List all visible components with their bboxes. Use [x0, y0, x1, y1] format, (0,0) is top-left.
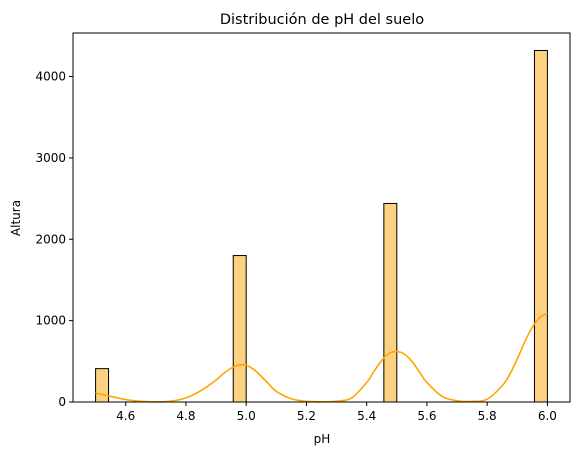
- axes-frame: [72, 32, 571, 403]
- chart-title: Distribución de pH del suelo: [220, 12, 424, 28]
- y-axis-ticks: 0 1000 2000 3000 4000: [35, 70, 73, 409]
- x-tick-label: 5.0: [237, 409, 256, 423]
- x-axis-title: pH: [314, 432, 331, 446]
- histogram-bar-3: [383, 202, 398, 403]
- plot-area: [72, 32, 571, 403]
- kde-curve: [95, 312, 548, 403]
- histogram-bar-2: [232, 255, 247, 403]
- x-tick-label: 5.2: [297, 409, 316, 423]
- y-tick-label: 3000: [35, 151, 66, 165]
- x-axis-ticks: 4.6 4.8 5.0 5.2 5.4 5.6 5.8 6.0: [116, 402, 557, 423]
- histogram-bar-1: [95, 368, 110, 403]
- x-tick-label: 6.0: [538, 409, 557, 423]
- histogram-bar-4: [533, 49, 548, 403]
- y-tick-label: 4000: [35, 70, 66, 84]
- x-tick-label: 5.8: [478, 409, 497, 423]
- x-tick-label: 4.8: [176, 409, 195, 423]
- y-tick-label: 0: [58, 395, 66, 409]
- y-axis-title: Altura: [9, 200, 23, 236]
- y-tick-label: 1000: [35, 314, 66, 328]
- y-tick-label: 2000: [35, 232, 66, 246]
- x-tick-label: 5.4: [357, 409, 376, 423]
- x-tick-label: 4.6: [116, 409, 135, 423]
- x-tick-label: 5.6: [417, 409, 436, 423]
